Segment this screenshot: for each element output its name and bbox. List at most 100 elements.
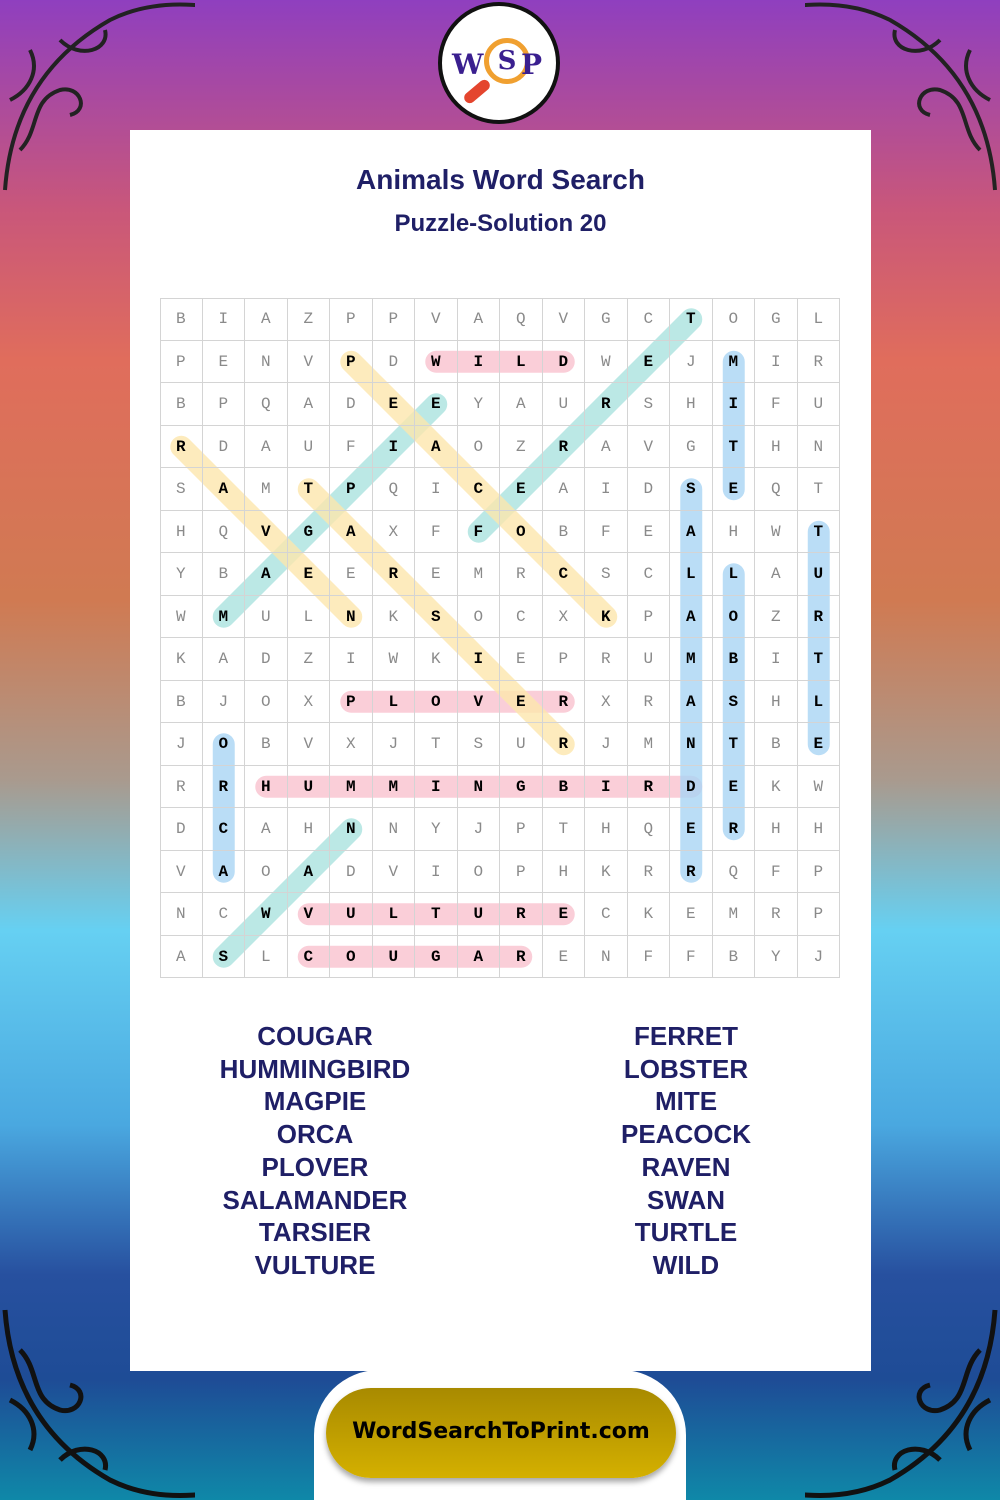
grid-cell[interactable]: S xyxy=(712,680,755,723)
grid-cell[interactable]: J xyxy=(457,808,500,851)
grid-cell[interactable]: S xyxy=(457,723,500,766)
grid-cell[interactable]: E xyxy=(500,680,543,723)
grid-cell[interactable]: F xyxy=(755,383,798,426)
grid-cell[interactable]: V xyxy=(542,298,585,341)
grid-cell[interactable]: R xyxy=(712,808,755,851)
grid-cell[interactable]: M xyxy=(457,553,500,596)
grid-cell[interactable]: O xyxy=(245,850,288,893)
grid-cell[interactable]: T xyxy=(287,468,330,511)
grid-cell[interactable]: L xyxy=(287,595,330,638)
grid-cell[interactable]: B xyxy=(542,765,585,808)
grid-cell[interactable]: I xyxy=(755,340,798,383)
grid-cell[interactable]: H xyxy=(755,425,798,468)
grid-cell[interactable]: G xyxy=(287,510,330,553)
grid-cell[interactable]: R xyxy=(670,850,713,893)
grid-cell[interactable]: A xyxy=(500,383,543,426)
grid-cell[interactable]: N xyxy=(245,340,288,383)
grid-cell[interactable]: M xyxy=(202,595,245,638)
grid-cell[interactable]: J xyxy=(797,935,840,978)
grid-cell[interactable]: E xyxy=(372,383,415,426)
grid-cell[interactable]: X xyxy=(330,723,373,766)
grid-cell[interactable]: V xyxy=(415,298,458,341)
grid-cell[interactable]: O xyxy=(500,510,543,553)
grid-cell[interactable]: V xyxy=(287,723,330,766)
grid-cell[interactable]: P xyxy=(330,468,373,511)
grid-cell[interactable]: C xyxy=(585,893,628,936)
grid-cell[interactable]: C xyxy=(202,808,245,851)
grid-cell[interactable]: C xyxy=(287,935,330,978)
grid-cell[interactable]: R xyxy=(160,765,203,808)
grid-cell[interactable]: V xyxy=(627,425,670,468)
grid-cell[interactable]: H xyxy=(670,383,713,426)
grid-cell[interactable]: T xyxy=(542,808,585,851)
grid-cell[interactable]: M xyxy=(670,638,713,681)
grid-cell[interactable]: I xyxy=(202,298,245,341)
grid-cell[interactable]: A xyxy=(287,383,330,426)
grid-cell[interactable]: U xyxy=(372,935,415,978)
grid-cell[interactable]: C xyxy=(202,893,245,936)
grid-cell[interactable]: T xyxy=(415,723,458,766)
grid-cell[interactable]: D xyxy=(372,340,415,383)
grid-cell[interactable]: R xyxy=(627,850,670,893)
grid-cell[interactable]: Q xyxy=(627,808,670,851)
grid-cell[interactable]: A xyxy=(330,510,373,553)
grid-cell[interactable]: E xyxy=(797,723,840,766)
grid-cell[interactable]: P xyxy=(500,808,543,851)
grid-cell[interactable]: L xyxy=(245,935,288,978)
grid-cell[interactable]: C xyxy=(542,553,585,596)
grid-cell[interactable]: T xyxy=(797,468,840,511)
grid-cell[interactable]: P xyxy=(542,638,585,681)
grid-cell[interactable]: A xyxy=(670,680,713,723)
grid-cell[interactable]: W xyxy=(372,638,415,681)
grid-cell[interactable]: E xyxy=(415,553,458,596)
grid-cell[interactable]: I xyxy=(712,383,755,426)
grid-cell[interactable]: R xyxy=(797,595,840,638)
grid-cell[interactable]: M xyxy=(245,468,288,511)
grid-cell[interactable]: R xyxy=(797,340,840,383)
grid-cell[interactable]: A xyxy=(755,553,798,596)
grid-cell[interactable]: L xyxy=(797,680,840,723)
grid-cell[interactable]: J xyxy=(202,680,245,723)
grid-cell[interactable]: S xyxy=(627,383,670,426)
grid-cell[interactable]: N xyxy=(797,425,840,468)
grid-cell[interactable]: G xyxy=(755,298,798,341)
grid-cell[interactable]: U xyxy=(797,383,840,426)
grid-cell[interactable]: C xyxy=(627,298,670,341)
grid-cell[interactable]: F xyxy=(670,935,713,978)
grid-cell[interactable]: F xyxy=(415,510,458,553)
grid-cell[interactable]: E xyxy=(712,468,755,511)
grid-cell[interactable]: P xyxy=(330,298,373,341)
grid-cell[interactable]: G xyxy=(585,298,628,341)
grid-cell[interactable]: U xyxy=(797,553,840,596)
grid-cell[interactable]: D xyxy=(627,468,670,511)
grid-cell[interactable]: I xyxy=(755,638,798,681)
grid-cell[interactable]: H xyxy=(585,808,628,851)
grid-cell[interactable]: E xyxy=(202,340,245,383)
grid-cell[interactable]: B xyxy=(160,298,203,341)
grid-cell[interactable]: N xyxy=(372,808,415,851)
grid-cell[interactable]: L xyxy=(500,340,543,383)
grid-cell[interactable]: R xyxy=(500,935,543,978)
grid-cell[interactable]: H xyxy=(160,510,203,553)
grid-cell[interactable]: A xyxy=(415,425,458,468)
grid-cell[interactable]: A xyxy=(160,935,203,978)
grid-cell[interactable]: E xyxy=(500,638,543,681)
grid-cell[interactable]: V xyxy=(160,850,203,893)
grid-cell[interactable]: B xyxy=(202,553,245,596)
grid-cell[interactable]: W xyxy=(415,340,458,383)
grid-cell[interactable]: P xyxy=(372,298,415,341)
grid-cell[interactable]: G xyxy=(670,425,713,468)
grid-cell[interactable]: T xyxy=(797,510,840,553)
grid-cell[interactable]: K xyxy=(755,765,798,808)
grid-cell[interactable]: H xyxy=(755,808,798,851)
grid-cell[interactable]: H xyxy=(287,808,330,851)
grid-cell[interactable]: M xyxy=(627,723,670,766)
grid-cell[interactable]: W xyxy=(755,510,798,553)
grid-cell[interactable]: A xyxy=(585,425,628,468)
grid-cell[interactable]: A xyxy=(670,510,713,553)
grid-cell[interactable]: M xyxy=(712,893,755,936)
grid-cell[interactable]: D xyxy=(330,850,373,893)
grid-cell[interactable]: V xyxy=(287,340,330,383)
grid-cell[interactable]: I xyxy=(372,425,415,468)
grid-cell[interactable]: Z xyxy=(287,638,330,681)
